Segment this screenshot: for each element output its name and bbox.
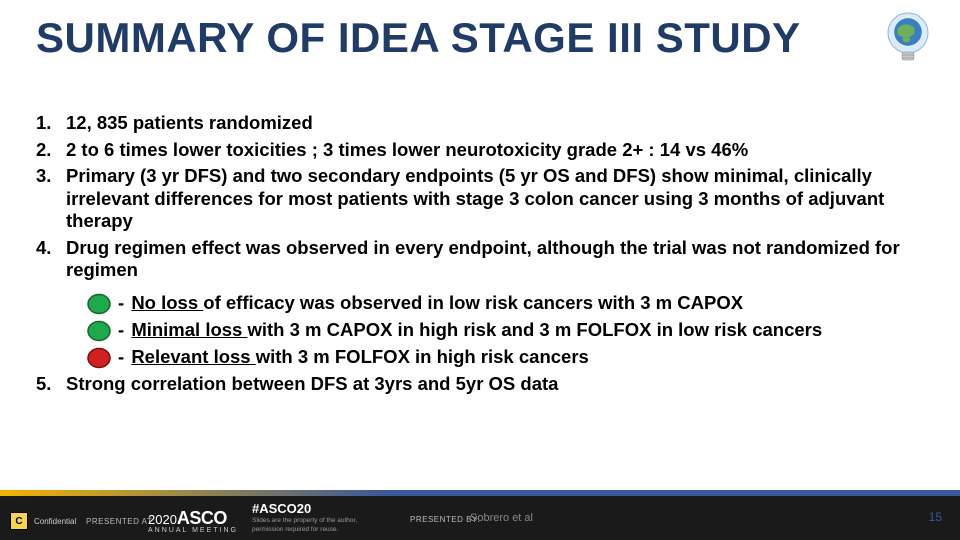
confidential-badge-icon: C	[10, 512, 28, 530]
item-number: 5.	[36, 373, 66, 396]
sub-item: - Minimal loss with 3 m CAPOX in high ri…	[86, 319, 924, 342]
asco-subtitle: ANNUAL MEETING	[148, 527, 238, 534]
item-number: 4.	[36, 237, 66, 282]
item-text: 2 to 6 times lower toxicities ; 3 times …	[66, 139, 924, 162]
asco-logo: 2020ASCO ANNUAL MEETING	[148, 508, 238, 534]
oval-bullet-green-icon	[86, 293, 112, 315]
list-item: 5. Strong correlation between DFS at 3yr…	[36, 373, 924, 396]
presented-at-label: PRESENTED AT:	[86, 517, 154, 526]
oval-bullet-green-icon	[86, 320, 112, 342]
item-number: 3.	[36, 165, 66, 233]
sub-item: - No loss of efficacy was observed in lo…	[86, 292, 924, 315]
footer-bar: C Confidential PRESENTED AT: 2020ASCO AN…	[0, 496, 960, 540]
page-number: 15	[929, 510, 942, 524]
asco-brand: ASCO	[177, 508, 227, 528]
list-item: 2. 2 to 6 times lower toxicities ; 3 tim…	[36, 139, 924, 162]
sub-item: - Relevant loss with 3 m FOLFOX in high …	[86, 346, 924, 369]
content-body: 1. 12, 835 patients randomized 2. 2 to 6…	[36, 112, 924, 400]
fineprint-2: permission required for reuse.	[252, 526, 357, 534]
oval-bullet-red-icon	[86, 347, 112, 369]
sub-item-text: - Minimal loss with 3 m CAPOX in high ri…	[118, 319, 924, 342]
item-text: 12, 835 patients randomized	[66, 112, 924, 135]
confidential-label: Confidential	[34, 517, 76, 526]
footer-accent-stripe	[0, 490, 960, 496]
asco-year: 2020	[148, 512, 177, 527]
hashtag-block: #ASCO20 Slides are the property of the a…	[252, 501, 357, 534]
list-item: 3. Primary (3 yr DFS) and two secondary …	[36, 165, 924, 233]
numbered-list: 1. 12, 835 patients randomized 2. 2 to 6…	[36, 112, 924, 282]
item-text: Primary (3 yr DFS) and two secondary end…	[66, 165, 924, 233]
item-number: 1.	[36, 112, 66, 135]
list-item: 4. Drug regimen effect was observed in e…	[36, 237, 924, 282]
item-text: Strong correlation between DFS at 3yrs a…	[66, 373, 924, 396]
item-text: Drug regimen effect was observed in ever…	[66, 237, 924, 282]
slide-title: SUMMARY OF IDEA STAGE III STUDY	[36, 14, 880, 62]
sub-item-text: - No loss of efficacy was observed in lo…	[118, 292, 924, 315]
sub-item-text: - Relevant loss with 3 m FOLFOX in high …	[118, 346, 924, 369]
fineprint-1: Slides are the property of the author,	[252, 517, 357, 525]
slide: SUMMARY OF IDEA STAGE III STUDY 1. 12, 8…	[0, 0, 960, 540]
list-item: 1. 12, 835 patients randomized	[36, 112, 924, 135]
numbered-list-continued: 5. Strong correlation between DFS at 3yr…	[36, 373, 924, 396]
lightbulb-globe-icon	[880, 10, 936, 66]
sub-bullet-list: - No loss of efficacy was observed in lo…	[86, 292, 924, 369]
item-number: 2.	[36, 139, 66, 162]
author-citation: Sobrero et al	[470, 512, 533, 524]
hashtag-text: #ASCO20	[252, 501, 357, 516]
